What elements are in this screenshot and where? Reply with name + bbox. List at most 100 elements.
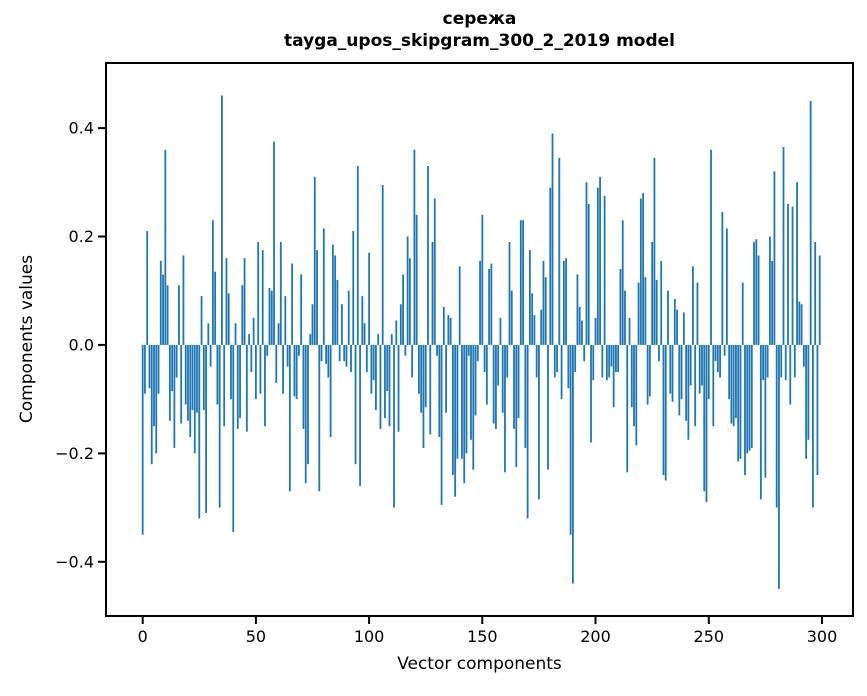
bar [350, 344, 352, 373]
bar [771, 260, 774, 345]
bar [646, 344, 649, 405]
bar [155, 344, 158, 454]
bar [621, 220, 624, 345]
bar [286, 344, 289, 367]
bar [678, 344, 681, 416]
bar [798, 301, 801, 345]
bar [479, 260, 481, 345]
bar [605, 344, 608, 381]
bar [259, 344, 262, 394]
bar [288, 344, 291, 492]
bar [483, 344, 486, 373]
bar [671, 344, 674, 402]
bar [538, 344, 540, 500]
bar [395, 320, 398, 345]
bar [816, 344, 819, 476]
bar [157, 344, 160, 394]
bar [737, 344, 740, 462]
bar [144, 344, 146, 394]
bar [766, 344, 769, 378]
bar [325, 344, 327, 364]
bar [250, 344, 253, 373]
bar [485, 344, 488, 405]
bar [150, 344, 153, 465]
bar [739, 344, 742, 459]
plot-border [105, 62, 854, 617]
x-tick-label: 0 [138, 627, 148, 646]
bar [291, 263, 294, 345]
bar [178, 285, 180, 345]
bar [696, 282, 699, 345]
bar [187, 344, 189, 421]
bar [750, 344, 753, 448]
bar [655, 279, 658, 345]
bar [225, 258, 228, 345]
bar [445, 344, 448, 413]
bar [592, 344, 595, 381]
bar [694, 344, 697, 427]
bar [313, 176, 316, 345]
bar [298, 344, 300, 356]
bar [463, 344, 466, 484]
bar [778, 344, 780, 589]
bar [341, 304, 343, 345]
bar [393, 344, 395, 508]
chart-title: сережа tayga_upos_skipgram_300_2_2019 mo… [106, 8, 853, 52]
bar [273, 141, 275, 345]
bar [601, 344, 604, 378]
bar [508, 241, 511, 345]
bar [356, 166, 359, 345]
bar [583, 344, 586, 362]
bar [481, 214, 484, 345]
bar [284, 296, 287, 345]
bar [408, 258, 411, 345]
bar [270, 290, 273, 345]
bar [282, 344, 284, 394]
bar [239, 344, 241, 419]
bar [689, 344, 692, 386]
bar [687, 344, 690, 440]
bar [746, 344, 749, 454]
bar [458, 266, 461, 345]
bar [277, 323, 280, 345]
bar [768, 236, 771, 345]
bar [707, 344, 710, 400]
bar [759, 344, 762, 500]
bar [572, 344, 574, 584]
bar [198, 344, 201, 519]
bar [735, 344, 737, 419]
bar [793, 344, 796, 378]
bar [322, 228, 325, 345]
bar [223, 344, 226, 427]
bar [381, 184, 384, 345]
bar [184, 344, 187, 405]
bar [384, 344, 386, 419]
bar [318, 344, 321, 492]
bar [243, 258, 246, 345]
bar [214, 271, 217, 345]
bar [603, 195, 606, 345]
bar [574, 344, 577, 373]
bar [549, 187, 552, 345]
bar [540, 309, 543, 345]
bar [560, 344, 563, 400]
bar [501, 344, 504, 413]
bar [791, 206, 794, 345]
bar [476, 344, 479, 362]
bar [569, 344, 572, 535]
bar [787, 203, 789, 345]
bar [669, 344, 672, 394]
bar [660, 260, 663, 345]
bar [449, 317, 452, 345]
bar [162, 274, 164, 345]
bar [755, 239, 758, 345]
bar [148, 344, 151, 389]
bar [447, 315, 450, 345]
bar [528, 250, 531, 345]
y-tick-label: −0.4 [55, 552, 94, 571]
bar [202, 344, 205, 410]
bar [232, 344, 235, 532]
bar [610, 344, 613, 367]
bar [658, 344, 660, 362]
bar [642, 193, 644, 345]
